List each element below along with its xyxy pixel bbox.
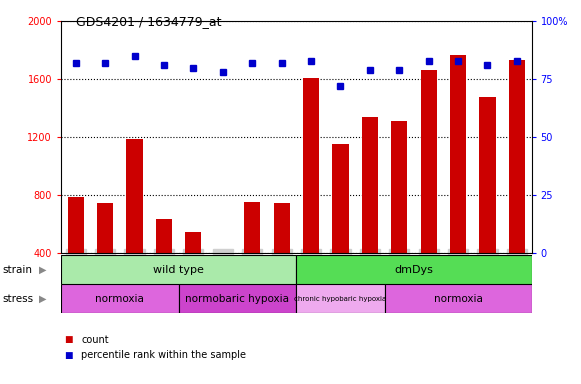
Bar <box>385 284 532 313</box>
Text: ▶: ▶ <box>39 265 46 275</box>
Bar <box>61 284 179 313</box>
Text: normoxia: normoxia <box>95 293 144 304</box>
Bar <box>296 284 385 313</box>
Text: wild type: wild type <box>153 265 204 275</box>
Text: ■: ■ <box>64 335 73 344</box>
Bar <box>296 255 532 284</box>
Bar <box>67 197 84 253</box>
Text: percentile rank within the sample: percentile rank within the sample <box>81 350 246 360</box>
Bar <box>61 255 296 284</box>
Bar <box>244 202 260 253</box>
Text: count: count <box>81 335 109 345</box>
Text: strain: strain <box>3 265 33 275</box>
Bar <box>179 284 296 313</box>
Text: GDS4201 / 1634779_at: GDS4201 / 1634779_at <box>76 15 221 28</box>
Text: ▶: ▶ <box>39 293 46 304</box>
Bar <box>303 78 319 253</box>
Bar <box>450 55 466 253</box>
Bar <box>156 219 172 253</box>
Bar <box>332 144 349 253</box>
Bar <box>274 203 290 253</box>
Bar <box>185 232 202 253</box>
Text: dmDys: dmDys <box>394 265 433 275</box>
Bar <box>479 97 496 253</box>
Bar <box>127 139 142 253</box>
Text: normoxia: normoxia <box>433 293 482 304</box>
Text: normobaric hypoxia: normobaric hypoxia <box>185 293 289 304</box>
Text: ■: ■ <box>64 351 73 360</box>
Text: stress: stress <box>3 293 34 304</box>
Text: chronic hypobaric hypoxia: chronic hypobaric hypoxia <box>295 296 386 301</box>
Bar <box>391 121 407 253</box>
Bar <box>362 117 378 253</box>
Bar <box>97 203 113 253</box>
Bar <box>509 60 525 253</box>
Bar <box>421 71 437 253</box>
